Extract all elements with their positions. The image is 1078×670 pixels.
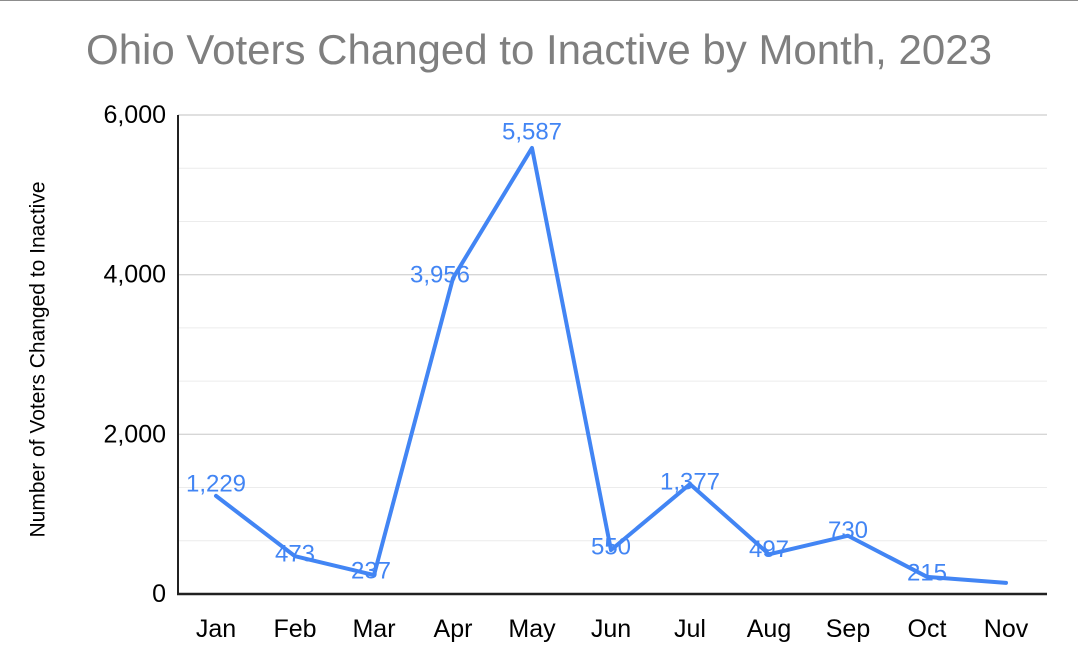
data-label: 1,229 <box>186 470 246 497</box>
y-tick-label: 4,000 <box>103 261 166 289</box>
x-axis-tick-labels: Jan Feb Mar Apr May Jun Jul Aug Sep Oct Nov <box>196 615 1029 643</box>
x-tick-label: Sep <box>826 615 870 643</box>
x-tick-label: Oct <box>908 615 947 643</box>
x-tick-label: Apr <box>434 615 473 643</box>
gridlines <box>178 114 1047 542</box>
data-point-labels: 1,229 473 237 3,956 5,587 550 1,377 497 730 215 <box>186 118 947 586</box>
data-label: 473 <box>275 541 315 568</box>
y-axis-tick-labels: 0 2,000 4,000 6,000 <box>103 101 166 608</box>
data-label: 497 <box>749 536 789 563</box>
axes <box>177 115 1047 596</box>
x-tick-label: Jun <box>591 615 631 643</box>
y-tick-label: 6,000 <box>103 101 166 129</box>
data-series-line <box>214 145 1008 585</box>
x-tick-label: Jul <box>674 615 706 643</box>
y-tick-label: 0 <box>152 580 166 608</box>
data-label: 730 <box>828 517 868 544</box>
data-label: 3,956 <box>410 262 470 289</box>
x-tick-label: Aug <box>747 615 791 643</box>
y-tick-label: 2,000 <box>103 420 166 448</box>
top-border <box>0 0 1078 1</box>
x-tick-label: May <box>508 615 556 643</box>
data-label: 237 <box>351 558 391 585</box>
x-tick-label: Jan <box>196 615 236 643</box>
data-label: 5,587 <box>502 118 562 145</box>
x-tick-label: Feb <box>273 615 316 643</box>
x-tick-label: Mar <box>352 615 395 643</box>
x-tick-label: Nov <box>984 615 1029 643</box>
data-label: 215 <box>907 559 947 586</box>
data-label: 1,377 <box>660 469 720 496</box>
y-axis-title: Number of Voters Changed to Inactive <box>27 181 50 537</box>
data-label: 550 <box>591 534 631 561</box>
chart-title: Ohio Voters Changed to Inactive by Month… <box>86 26 992 73</box>
